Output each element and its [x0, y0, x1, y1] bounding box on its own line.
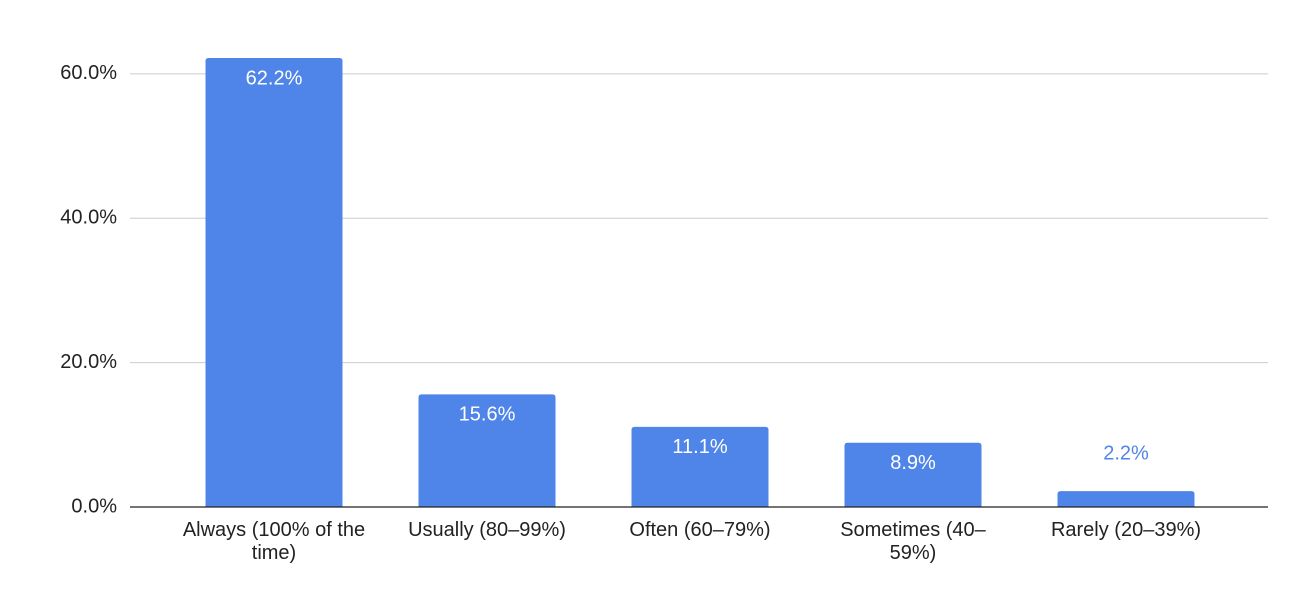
bar	[205, 57, 343, 508]
x-tick-label: Often (60–79%)	[629, 519, 771, 541]
value-label: 62.2%	[246, 67, 303, 89]
x-tick-label: Always (100% of the time)	[182, 519, 366, 564]
x-tick-label: Sometimes (40–59%)	[840, 519, 986, 564]
y-tick-label: 20.0%	[60, 351, 117, 373]
value-label: 8.9%	[890, 452, 936, 474]
bar	[631, 426, 769, 507]
x-tick-label: Usually (80–99%)	[408, 519, 566, 541]
value-label: 15.6%	[459, 404, 516, 426]
y-tick-label: 0.0%	[71, 495, 117, 517]
value-label: 2.2%	[1103, 442, 1149, 464]
y-tick-label: 40.0%	[60, 207, 117, 229]
y-tick-label: 60.0%	[60, 62, 117, 84]
value-label: 11.1%	[672, 436, 727, 458]
x-tick-label: Rarely (20–39%)	[1050, 519, 1202, 541]
bar	[844, 442, 982, 507]
bar	[418, 394, 556, 507]
bar	[1057, 491, 1195, 507]
